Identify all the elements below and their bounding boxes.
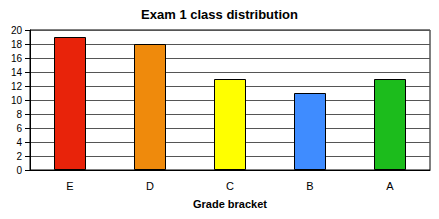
svg-text:B: B xyxy=(306,180,313,192)
svg-text:2: 2 xyxy=(16,151,22,162)
svg-text:C: C xyxy=(226,180,234,192)
svg-text:E: E xyxy=(66,180,73,192)
svg-text:Grade bracket: Grade bracket xyxy=(193,198,267,210)
svg-text:0: 0 xyxy=(16,165,22,176)
svg-text:8: 8 xyxy=(16,109,22,120)
svg-text:6: 6 xyxy=(16,123,22,134)
svg-text:14: 14 xyxy=(11,67,23,78)
svg-text:18: 18 xyxy=(11,39,23,50)
svg-text:20: 20 xyxy=(11,25,23,36)
svg-text:4: 4 xyxy=(16,137,22,148)
svg-text:10: 10 xyxy=(11,95,23,106)
svg-text:D: D xyxy=(146,180,154,192)
svg-text:12: 12 xyxy=(11,81,23,92)
svg-text:16: 16 xyxy=(11,53,23,64)
svg-text:A: A xyxy=(386,180,394,192)
svg-text:Exam 1 class distribution: Exam 1 class distribution xyxy=(141,7,298,22)
